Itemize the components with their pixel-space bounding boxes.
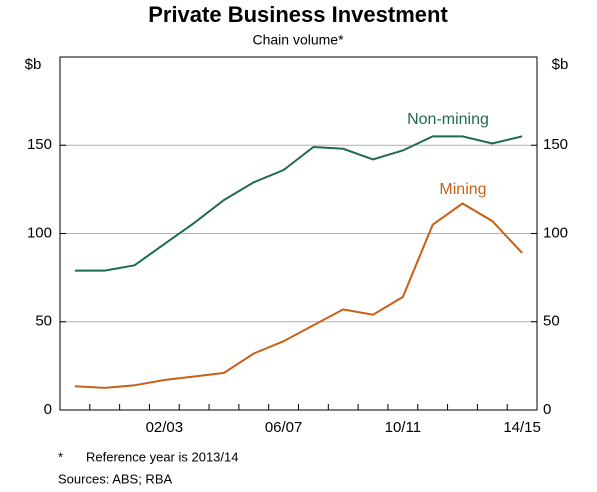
y2-tick-label: 150 xyxy=(543,136,568,153)
series-label: Non-mining xyxy=(407,111,489,128)
sources: Sources: ABS; RBA xyxy=(58,471,172,486)
y2-axis-label: $b xyxy=(552,56,569,73)
footnote-mark: * xyxy=(58,449,63,464)
chart-title: Private Business Investment xyxy=(148,2,448,27)
y-tick-label: 150 xyxy=(27,136,52,153)
y2-tick-label: 100 xyxy=(543,224,568,241)
x-tick-label: 10/11 xyxy=(385,419,421,436)
x-tick-label: 14/15 xyxy=(503,419,541,436)
y-axis-label: $b xyxy=(25,56,42,73)
footnote: Reference year is 2013/14 xyxy=(86,449,238,464)
y-tick-label: 0 xyxy=(44,401,52,418)
series-label: Mining xyxy=(439,181,486,198)
series-line xyxy=(74,135,523,272)
y2-tick-label: 50 xyxy=(543,313,560,330)
x-tick-label: 06/07 xyxy=(265,419,303,436)
chart-subtitle: Chain volume* xyxy=(252,32,344,48)
y2-tick-label: 0 xyxy=(543,401,551,418)
y-tick-label: 100 xyxy=(27,224,52,241)
x-tick-label: 02/03 xyxy=(146,419,184,436)
series-line xyxy=(74,202,523,389)
y-tick-label: 50 xyxy=(35,313,52,330)
